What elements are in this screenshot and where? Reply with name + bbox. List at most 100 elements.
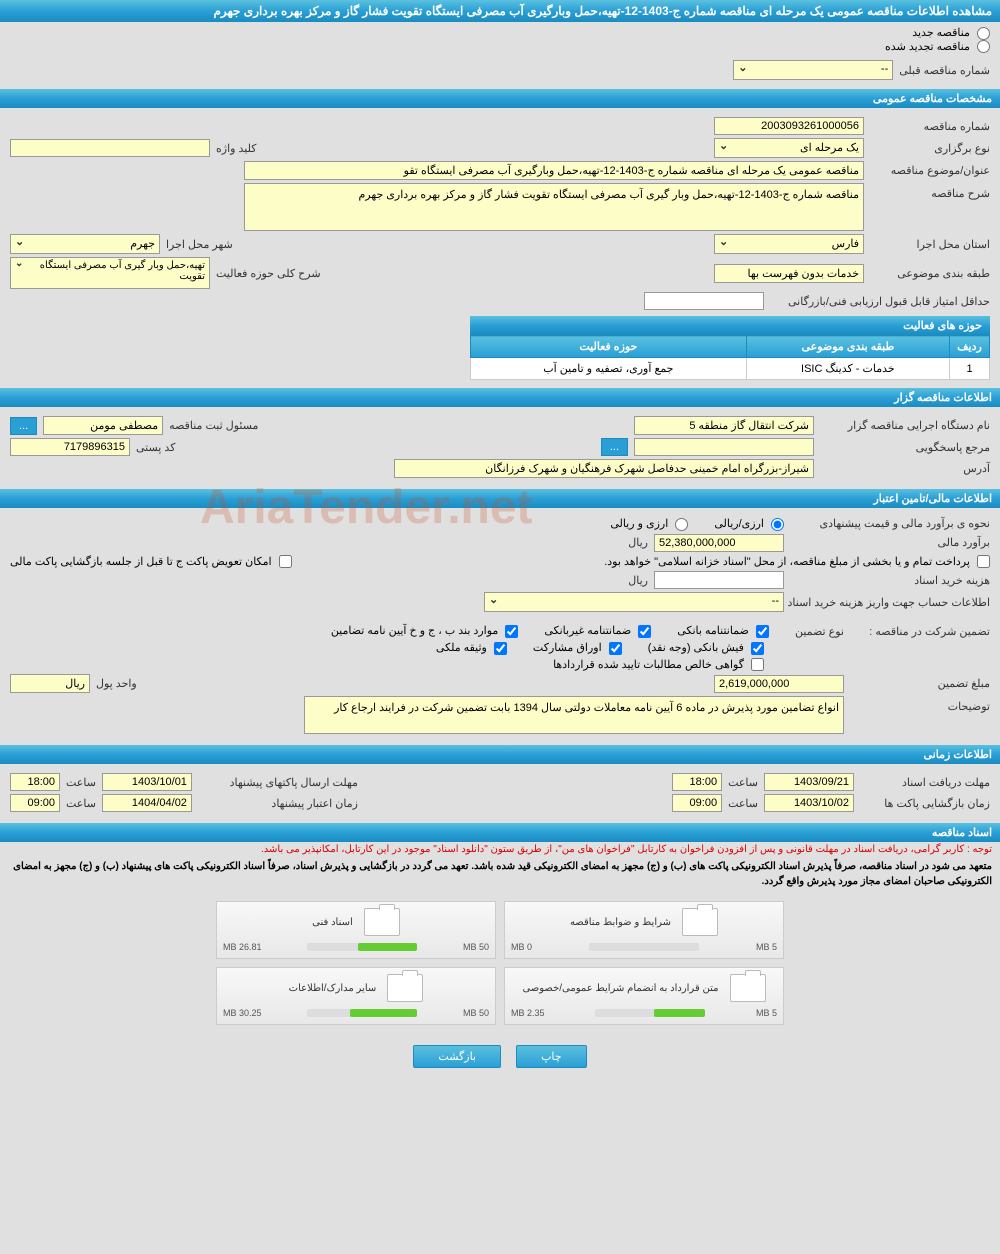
desc-field[interactable]: مناقصه شماره ج-1403-12-تهیه،حمل وبار گیر… [244, 183, 864, 231]
page-title: مشاهده اطلاعات مناقصه عمومی یک مرحله ای … [0, 0, 1000, 22]
gdesc-label: توضیحات [850, 696, 990, 713]
province-select[interactable]: فارس [714, 234, 864, 254]
file-used: 2.35 MB [511, 1008, 545, 1018]
file-title: سایر مدارک/اطلاعات [289, 983, 377, 994]
minscore-field[interactable] [644, 292, 764, 310]
method-label: نحوه ی برآورد مالی و قیمت پیشنهادی [790, 517, 990, 530]
recv-label: مهلت دریافت اسناد [860, 776, 990, 789]
g-bonds[interactable]: اوراق مشارکت [533, 641, 622, 655]
num-field: 2003093261000056 [714, 117, 864, 135]
cost-label: هزینه خرید اسناد [790, 574, 990, 587]
gtype-label: نوع تضمین [795, 625, 844, 638]
progress-bar [595, 1009, 705, 1017]
radio-new[interactable]: مناقصه جدید [912, 27, 990, 39]
city-select[interactable]: جهرم [10, 234, 160, 254]
g-prop[interactable]: وثیقه ملکی [436, 641, 507, 655]
type-select[interactable]: یک مرحله ای [714, 138, 864, 158]
postal-field: 7179896315 [10, 438, 130, 456]
type-label: نوع برگزاری [870, 142, 990, 155]
print-button[interactable]: چاپ [516, 1045, 587, 1068]
file-title: متن قرارداد به انضمام شرایط عمومی/خصوصی [522, 983, 718, 994]
folder-icon [387, 974, 423, 1002]
est-field: 52,380,000,000 [654, 534, 784, 552]
reg-more-button[interactable]: ... [10, 417, 37, 435]
title-label: عنوان/موضوع مناقصه [870, 164, 990, 177]
radio-renewed[interactable]: مناقصه تجدید شده [885, 41, 990, 53]
pay-note[interactable]: پرداخت تمام و یا بخشی از مبلغ مناقصه، از… [604, 555, 990, 569]
back-button[interactable]: بازگشت [413, 1045, 501, 1068]
file-total: 5 MB [756, 942, 777, 952]
gdesc-field[interactable]: انواع تضامین مورد پذیرش در ماده 6 آیین ن… [304, 696, 844, 734]
g-items[interactable]: موارد بند ب ، ج و خ آیین نامه تضامین [331, 624, 519, 638]
g-nonbank[interactable]: ضمانتنامه غیربانکی [544, 624, 651, 638]
file-box[interactable]: متن قرارداد به انضمام شرایط عمومی/خصوصی … [504, 967, 784, 1025]
desc-label: شرح مناقصه [870, 183, 990, 200]
progress-bar [307, 943, 417, 951]
cat-label: طبقه بندی موضوعی [870, 267, 990, 280]
scope-select[interactable]: تهیه،حمل وبار گیری آب مصرفی ایستگاه تقوی… [10, 257, 210, 289]
g-bank[interactable]: ضمانتنامه بانکی [677, 624, 769, 638]
open-label: زمان بازگشایی پاکت ها [860, 797, 990, 810]
orgname-label: نام دستگاه اجرایی مناقصه گزار [820, 419, 990, 432]
section-docs: اسناد مناقصه [0, 823, 1000, 842]
section-org: اطلاعات مناقصه گزار [0, 388, 1000, 407]
file-title: اسناد فنی [312, 917, 353, 928]
tender-type-radios: مناقصه جدید مناقصه تجدید شده [0, 22, 1000, 57]
keyword-label: کلید واژه [216, 142, 256, 155]
th-field: حوزه فعالیت [471, 336, 747, 358]
account-select[interactable]: -- [484, 592, 784, 612]
resp-more-button[interactable]: ... [601, 438, 628, 456]
resp-field[interactable] [634, 438, 814, 456]
th-cat: طبقه بندی موضوعی [746, 336, 949, 358]
method-opt2[interactable]: ارزی و ریالی [610, 517, 688, 531]
cell-cat: خدمات - کدینگ ISIC [746, 358, 949, 380]
cell-n: 1 [950, 358, 990, 380]
cost-field[interactable] [654, 571, 784, 589]
docs-note-black: متعهد می شود در اسناد مناقصه، صرفاً پذیر… [0, 857, 1000, 891]
fields-title: حوزه های فعالیت [470, 316, 990, 335]
open-date: 1403/10/02 [764, 794, 854, 812]
g-cash[interactable]: فیش بانکی (وجه نقد) [648, 641, 764, 655]
resp-label: مرجع پاسخگویی [820, 441, 990, 454]
cost-unit: ریال [628, 574, 648, 587]
folder-icon [730, 974, 766, 1002]
send-time: 18:00 [10, 773, 60, 791]
folder-icon [364, 908, 400, 936]
radio-renewed-label: مناقصه تجدید شده [885, 41, 970, 53]
file-used: 0 MB [511, 942, 532, 952]
addr-field: شیراز-بزرگراه امام خمینی حدفاصل شهرک فره… [394, 459, 814, 478]
title-field[interactable]: مناقصه عمومی یک مرحله ای مناقصه شماره ج-… [244, 161, 864, 180]
recv-time: 18:00 [672, 773, 722, 791]
file-total: 5 MB [756, 1008, 777, 1018]
keyword-field[interactable] [10, 139, 210, 157]
reg-field: مصطفی مومن [43, 416, 163, 435]
radio-new-label: مناقصه جدید [912, 27, 970, 39]
g-cert[interactable]: گواهی خالص مطالبات تایید شده قراردادها [553, 658, 764, 672]
files-container: شرایط و ضوابط مناقصه 5 MB 0 MB اسناد فنی… [0, 891, 1000, 1035]
gunit-label: واحد پول [96, 677, 137, 690]
table-row: 1 خدمات - کدینگ ISIC جمع آوری، تصفیه و ت… [471, 358, 990, 380]
file-box[interactable]: اسناد فنی 50 MB 26.81 MB [216, 901, 496, 959]
prev-label: شماره مناقصه قبلی [899, 64, 990, 77]
gunit-field: ریال [10, 674, 90, 693]
send-date: 1403/10/01 [102, 773, 192, 791]
fields-table: ردیف طبقه بندی موضوعی حوزه فعالیت 1 خدما… [470, 335, 990, 380]
prev-select[interactable]: -- [733, 60, 893, 80]
method-opt1[interactable]: ارزی/ریالی [714, 517, 784, 531]
gamt-field: 2,619,000,000 [714, 675, 844, 693]
replace-note[interactable]: امکان تعویض پاکت ج تا قبل از جلسه بازگشا… [10, 555, 292, 569]
postal-label: کد پستی [136, 441, 175, 454]
file-used: 26.81 MB [223, 942, 262, 952]
folder-icon [682, 908, 718, 936]
guarantee-label: تضمین شرکت در مناقصه : [850, 625, 990, 638]
addr-label: آدرس [820, 462, 990, 475]
recv-date: 1403/09/21 [764, 773, 854, 791]
est-label: برآورد مالی [790, 536, 990, 549]
file-box[interactable]: شرایط و ضوابط مناقصه 5 MB 0 MB [504, 901, 784, 959]
section-time: اطلاعات زمانی [0, 745, 1000, 764]
cell-field: جمع آوری، تصفیه و تامین آب [471, 358, 747, 380]
city-label: شهر محل اجرا [166, 238, 233, 251]
orgname-field: شرکت انتقال گاز منطقه 5 [634, 416, 814, 435]
file-total: 50 MB [463, 1008, 489, 1018]
file-box[interactable]: سایر مدارک/اطلاعات 50 MB 30.25 MB [216, 967, 496, 1025]
